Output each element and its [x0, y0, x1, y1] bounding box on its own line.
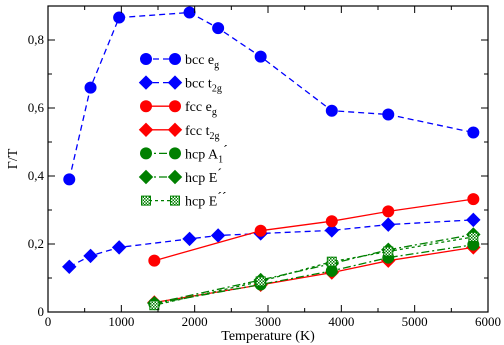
- data-point: [182, 231, 197, 247]
- series-6: [149, 231, 479, 311]
- legend-superscript: ´´: [217, 191, 226, 206]
- data-point: [254, 50, 267, 63]
- y-tick-label: 0: [38, 304, 45, 319]
- x-axis-title: Temperature (K): [221, 329, 315, 344]
- x-tick-label: 4000: [328, 314, 354, 329]
- data-point: [83, 248, 98, 264]
- series-4: [148, 238, 480, 310]
- legend-item: hcp A1´: [140, 143, 228, 165]
- legend-marker: [138, 75, 154, 90]
- series-line: [68, 11, 474, 180]
- data-point: [183, 6, 196, 19]
- data-point: [325, 104, 338, 117]
- data-point: [255, 276, 266, 287]
- legend-label: fcc eg: [185, 100, 217, 118]
- x-tick-label: 5000: [402, 314, 428, 329]
- plot-frame: [47, 5, 489, 313]
- legend-label: bcc t2g: [185, 77, 222, 95]
- x-tick-label: 3000: [255, 314, 281, 329]
- legend-marker: [169, 53, 181, 65]
- legend-label: hcp A1´: [185, 143, 228, 165]
- data-point: [468, 231, 479, 242]
- plot-area: [47, 5, 489, 313]
- legend-label: hcp E´´: [185, 191, 227, 210]
- data-point: [383, 246, 394, 257]
- y-tick-label: 0,2: [28, 236, 44, 251]
- data-point: [326, 256, 337, 267]
- data-point: [63, 173, 76, 186]
- legend-subscript: 1: [218, 154, 223, 165]
- x-tick-label: 0: [45, 314, 52, 329]
- legend-item: bcc eg: [140, 53, 219, 71]
- series-5: [147, 227, 481, 311]
- data-point: [382, 205, 395, 218]
- legend-marker: [140, 100, 152, 113]
- series-0: [63, 6, 480, 186]
- data-point: [111, 240, 127, 255]
- legend-subscript: 2g: [209, 131, 219, 142]
- legend-marker: [169, 100, 181, 113]
- legend-item: hcp E´´: [141, 191, 227, 210]
- y-tick-label: 0,6: [28, 100, 45, 115]
- data-point: [149, 300, 160, 311]
- legend-marker: [169, 147, 181, 160]
- axes-layer: 0 1000 2000 3000 4000 5000 6000 0 0,2 0,4 0,6 0,8: [28, 5, 501, 329]
- series-layer: [62, 6, 481, 311]
- x-tick-label: 2000: [182, 314, 208, 329]
- legend-marker: [167, 169, 183, 185]
- x-tick-label: 1000: [108, 314, 134, 329]
- legend-subscript: g: [214, 60, 219, 71]
- legend-marker: [167, 122, 183, 138]
- series-line: [69, 219, 474, 268]
- data-point: [325, 215, 338, 228]
- legend-marker: [170, 195, 180, 206]
- data-point: [466, 212, 481, 228]
- legend-marker: [167, 75, 183, 90]
- data-point: [467, 193, 480, 206]
- legend-item: fcc t2g: [138, 122, 219, 142]
- legend-superscript: ´: [223, 143, 228, 158]
- data-point: [212, 22, 225, 35]
- data-point: [382, 108, 395, 121]
- legend-marker: [138, 122, 154, 138]
- data-point: [210, 228, 226, 243]
- legend-item: bcc t2g: [138, 75, 222, 95]
- series-2: [148, 193, 480, 267]
- legend-item: fcc eg: [140, 100, 217, 118]
- series-1: [62, 212, 481, 274]
- y-tick-label: 0,4: [28, 168, 45, 183]
- data-point: [254, 224, 267, 237]
- data-point: [62, 259, 77, 274]
- legend-superscript: ´: [217, 167, 222, 182]
- data-point: [113, 11, 126, 24]
- legend-marker: [138, 169, 154, 185]
- x-tick-label: 6000: [475, 314, 501, 329]
- legend-subscript: g: [212, 107, 217, 118]
- data-point: [84, 81, 97, 94]
- legend-marker: [140, 53, 152, 65]
- legend-marker: [140, 147, 152, 160]
- y-axis-title: Γ/T: [6, 148, 21, 169]
- data-point: [381, 217, 396, 232]
- data-point: [148, 254, 161, 267]
- legend-marker: [141, 195, 151, 206]
- legend-item: hcp E´: [138, 167, 222, 186]
- legend-subscript: 2g: [212, 84, 222, 95]
- data-point: [467, 126, 480, 139]
- data-point: [324, 223, 340, 238]
- legend-label: bcc eg: [185, 53, 219, 71]
- legend-label: hcp E´: [185, 167, 222, 186]
- y-tick-label: 0,8: [28, 32, 44, 47]
- legend-label: fcc t2g: [185, 124, 219, 142]
